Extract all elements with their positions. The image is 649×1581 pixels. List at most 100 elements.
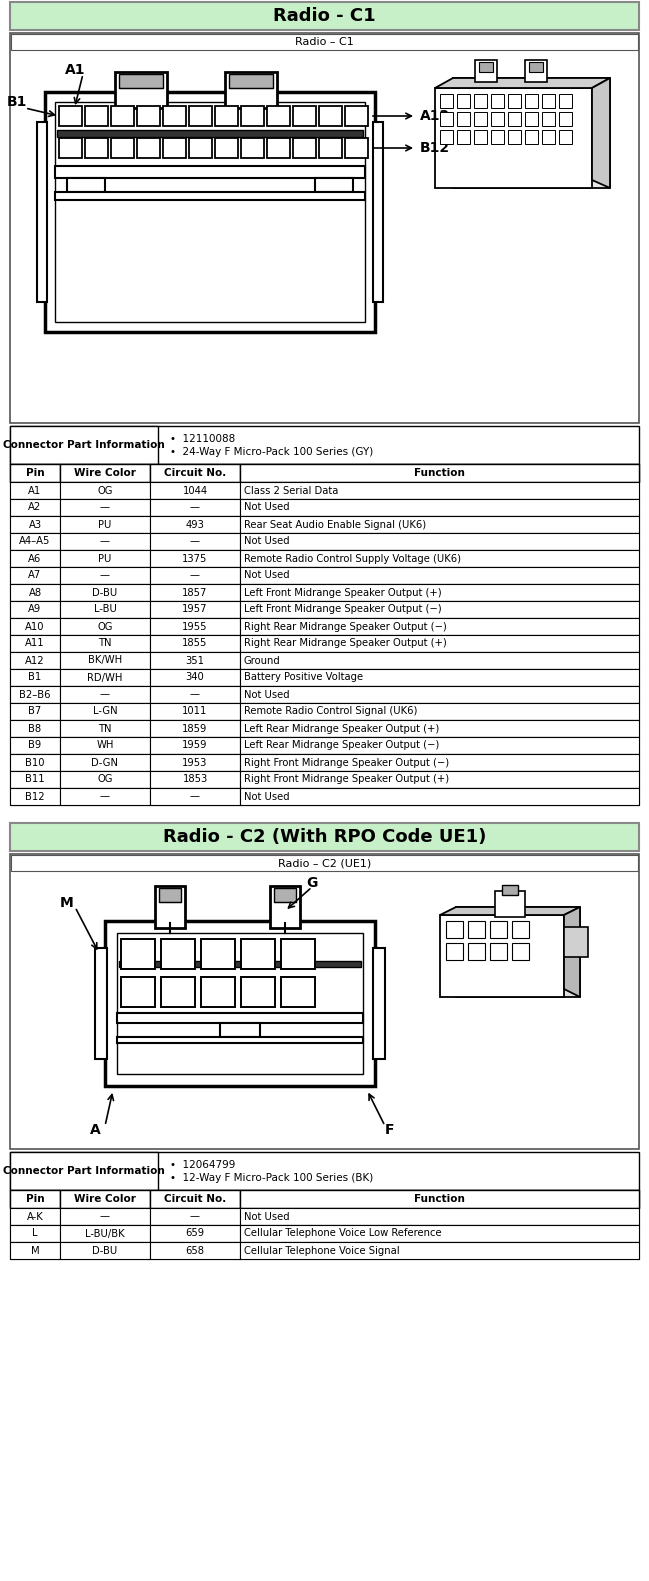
Bar — [440, 112, 453, 126]
Bar — [10, 568, 60, 583]
Bar — [10, 482, 639, 500]
Bar — [150, 704, 240, 719]
Bar — [10, 583, 639, 601]
Text: Radio - C2 (With RPO Code UE1): Radio - C2 (With RPO Code UE1) — [163, 828, 486, 846]
Text: 1859: 1859 — [182, 724, 208, 734]
Bar — [10, 1225, 60, 1243]
Text: —: — — [100, 571, 110, 580]
Text: Radio – C2 (UE1): Radio – C2 (UE1) — [278, 858, 371, 868]
Bar — [559, 93, 572, 108]
Polygon shape — [564, 907, 580, 998]
Text: Not Used: Not Used — [244, 792, 289, 802]
Text: 1044: 1044 — [182, 485, 208, 495]
Bar — [267, 106, 290, 126]
Bar — [10, 533, 60, 550]
Text: —: — — [190, 536, 200, 547]
Text: —: — — [190, 503, 200, 512]
Bar — [60, 533, 150, 550]
Bar — [10, 1190, 639, 1208]
Text: B1: B1 — [29, 672, 42, 683]
Bar — [559, 130, 572, 144]
Text: Left Front Midrange Speaker Output (+): Left Front Midrange Speaker Output (+) — [244, 588, 441, 598]
Text: A1: A1 — [65, 63, 85, 77]
Text: —: — — [190, 1211, 200, 1222]
Text: Not Used: Not Used — [244, 1211, 289, 1222]
Bar — [121, 977, 155, 1007]
Bar — [10, 787, 60, 805]
Bar — [60, 550, 150, 568]
Bar — [564, 926, 588, 957]
Text: •  24-Way F Micro-Pack 100 Series (GY): • 24-Way F Micro-Pack 100 Series (GY) — [170, 447, 373, 457]
Text: —: — — [100, 536, 110, 547]
Bar — [10, 618, 639, 636]
Bar — [11, 35, 638, 51]
Text: Connector Part Information: Connector Part Information — [3, 1167, 165, 1176]
Bar — [468, 942, 485, 960]
Text: 1011: 1011 — [182, 707, 208, 716]
Bar — [10, 1225, 639, 1243]
Bar — [240, 651, 639, 669]
Bar — [60, 669, 150, 686]
Text: D-GN: D-GN — [92, 757, 119, 767]
Text: —: — — [100, 689, 110, 699]
Bar — [446, 922, 463, 938]
Text: B7: B7 — [29, 707, 42, 716]
Bar — [10, 500, 639, 515]
Text: Right Rear Midrange Speaker Output (+): Right Rear Midrange Speaker Output (+) — [244, 639, 447, 648]
Bar — [453, 77, 610, 188]
Bar — [10, 425, 639, 463]
Bar — [10, 719, 639, 737]
Text: •  12110088: • 12110088 — [170, 435, 235, 444]
Bar — [10, 686, 639, 704]
Bar — [10, 425, 158, 463]
Text: Not Used: Not Used — [244, 536, 289, 547]
Text: 1855: 1855 — [182, 639, 208, 648]
Bar — [512, 922, 529, 938]
Bar — [229, 74, 273, 89]
Bar — [525, 112, 538, 126]
Bar — [293, 138, 316, 158]
Bar — [267, 138, 290, 158]
Text: Circuit No.: Circuit No. — [164, 468, 226, 477]
Bar — [508, 93, 521, 108]
Text: D-BU: D-BU — [92, 1246, 117, 1255]
Text: Left Front Midrange Speaker Output (−): Left Front Midrange Speaker Output (−) — [244, 604, 441, 615]
Bar — [319, 138, 342, 158]
Bar — [10, 550, 60, 568]
Bar — [440, 93, 453, 108]
Text: Battery Positive Voltage: Battery Positive Voltage — [244, 672, 363, 683]
Text: WH: WH — [96, 740, 114, 751]
Bar — [60, 618, 150, 636]
Text: Radio - C1: Radio - C1 — [273, 6, 376, 25]
Bar — [150, 1243, 240, 1258]
Text: 351: 351 — [186, 656, 204, 666]
Bar — [111, 106, 134, 126]
Bar — [10, 515, 639, 533]
Bar — [240, 533, 639, 550]
Bar — [189, 106, 212, 126]
Text: —: — — [100, 792, 110, 802]
Bar — [60, 787, 150, 805]
Text: Not Used: Not Used — [244, 689, 289, 699]
Text: Remote Radio Control Signal (UK6): Remote Radio Control Signal (UK6) — [244, 707, 417, 716]
Text: B12: B12 — [25, 792, 45, 802]
Bar — [542, 93, 555, 108]
Text: 1957: 1957 — [182, 604, 208, 615]
Text: Cellular Telephone Voice Signal: Cellular Telephone Voice Signal — [244, 1246, 400, 1255]
Text: A: A — [90, 1123, 101, 1137]
Bar — [457, 93, 470, 108]
Bar — [468, 922, 485, 938]
Text: —: — — [190, 792, 200, 802]
Text: B12: B12 — [420, 141, 450, 155]
Bar — [319, 106, 342, 126]
Bar — [10, 1243, 639, 1258]
Text: 1857: 1857 — [182, 588, 208, 598]
Bar — [240, 754, 639, 772]
Bar — [491, 130, 504, 144]
Bar — [10, 463, 60, 482]
Text: Class 2 Serial Data: Class 2 Serial Data — [244, 485, 338, 495]
Text: TN: TN — [98, 724, 112, 734]
Bar — [542, 112, 555, 126]
Text: —: — — [100, 503, 110, 512]
Bar — [150, 500, 240, 515]
